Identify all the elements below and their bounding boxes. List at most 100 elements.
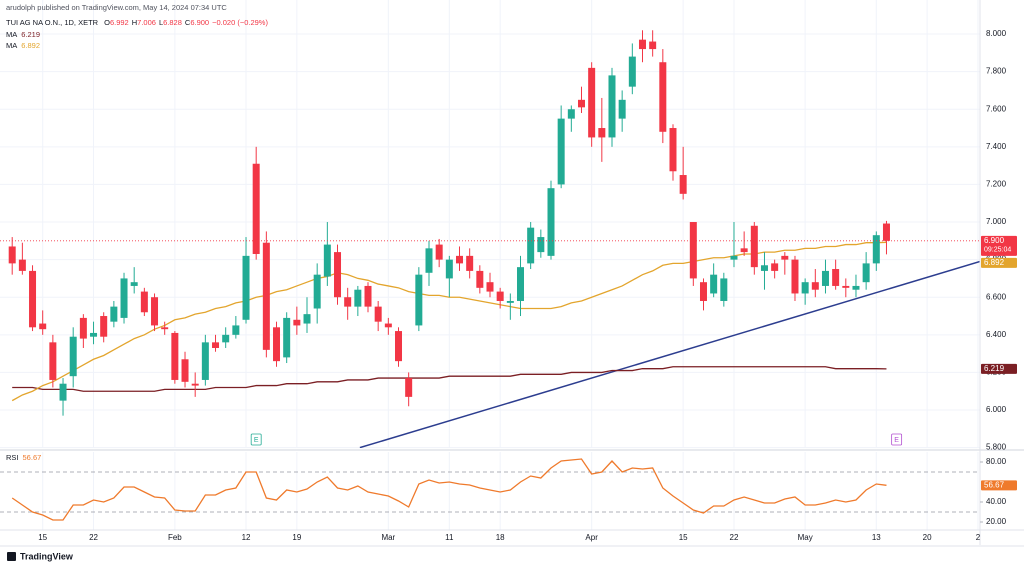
y-tick-label: 7.400 xyxy=(986,142,1007,151)
candle-body xyxy=(720,278,728,301)
rsi-value: 56.67 xyxy=(23,453,42,462)
candle-body xyxy=(222,334,230,343)
candle-body xyxy=(659,62,667,132)
x-tick-label: 19 xyxy=(292,533,301,542)
candle-body xyxy=(323,244,331,277)
candle-body xyxy=(344,297,352,307)
candle-body xyxy=(699,282,707,301)
candle-body xyxy=(364,285,372,307)
rsi-tick-label: 40.00 xyxy=(986,497,1007,506)
candle-body xyxy=(669,128,677,172)
candle-body xyxy=(283,317,291,358)
event-marker xyxy=(250,433,262,446)
candle-body xyxy=(445,259,453,279)
event-label: E xyxy=(894,437,899,444)
ohlc-key: H xyxy=(132,18,137,27)
candle-body xyxy=(608,75,616,138)
candle-body xyxy=(79,317,87,339)
price-pane xyxy=(0,30,980,448)
x-tick-label: 22 xyxy=(89,533,98,542)
candle-body xyxy=(161,327,169,330)
candle-body xyxy=(516,267,524,301)
candle-body xyxy=(496,291,504,301)
price-badge-label: 56.67 xyxy=(984,480,1005,489)
candle-body xyxy=(395,331,403,362)
price-badge xyxy=(981,480,1017,491)
candle-body xyxy=(405,378,413,397)
candle-body xyxy=(39,323,47,330)
candle-body xyxy=(59,383,67,401)
candle-body xyxy=(293,319,301,326)
price-badge-label: 6.219 xyxy=(984,364,1005,373)
candle-body xyxy=(130,282,138,286)
candle-body xyxy=(740,248,748,253)
legend-name: MA xyxy=(6,41,17,50)
candle-body xyxy=(120,278,128,318)
price-badge-label: 6.900 xyxy=(984,236,1005,245)
grid xyxy=(0,0,980,530)
candle-body xyxy=(557,118,565,185)
candle-body xyxy=(842,285,850,288)
event-marker xyxy=(891,433,903,446)
x-tick-label: 22 xyxy=(730,533,739,542)
axes: 8.0007.8007.6007.4007.2007.0006.8006.600… xyxy=(38,29,1017,542)
x-tick-label: 2 xyxy=(976,533,981,542)
y-tick-label: 7.800 xyxy=(986,67,1007,76)
rsi-name: RSI xyxy=(6,453,19,462)
candle-body xyxy=(69,336,77,377)
candle-body xyxy=(638,39,646,50)
x-tick-label: 15 xyxy=(38,533,47,542)
candle-body xyxy=(882,223,890,241)
legend-value: 6.219 xyxy=(21,30,40,39)
candle-body xyxy=(791,259,799,294)
candle-body xyxy=(151,297,159,326)
trendline xyxy=(359,260,980,448)
candle-body xyxy=(689,222,697,279)
x-tick-label: May xyxy=(798,533,813,542)
x-tick-label: 18 xyxy=(496,533,505,542)
candle-body xyxy=(781,255,789,260)
rsi-tick-label: 80.00 xyxy=(986,457,1007,466)
ohlc-key: C xyxy=(185,18,191,27)
candle-body xyxy=(29,270,37,328)
candle-body xyxy=(618,99,626,119)
ohlc-value: 7.006 xyxy=(137,18,156,27)
candle-body xyxy=(303,314,311,324)
x-tick-label: 15 xyxy=(679,533,688,542)
price-change: −0.020 (−0.29%) xyxy=(212,18,268,27)
candle-body xyxy=(273,327,281,362)
candle-body xyxy=(527,227,535,264)
rsi-tick-label: 20.00 xyxy=(986,517,1007,526)
candle-body xyxy=(811,282,819,290)
candle-body xyxy=(49,342,57,380)
candle-body xyxy=(476,270,484,288)
candle-body xyxy=(760,265,768,271)
candle-body xyxy=(679,175,687,194)
candle-body xyxy=(181,359,189,382)
candle-body xyxy=(171,332,179,380)
candle-body xyxy=(456,255,464,264)
y-tick-label: 6.600 xyxy=(986,292,1007,301)
candle-body xyxy=(486,282,494,292)
ohlc-key: L xyxy=(159,18,163,27)
price-badge xyxy=(981,235,1017,256)
legend: arudolph published on TradingView.com, M… xyxy=(6,3,268,462)
candle-body xyxy=(577,99,585,108)
candle-body xyxy=(415,274,423,326)
candle-body xyxy=(374,306,382,322)
x-tick-label: Mar xyxy=(381,533,395,542)
candle-body xyxy=(90,332,98,337)
candle-body xyxy=(872,235,880,264)
candle-body xyxy=(710,274,718,294)
price-badge-label: 6.892 xyxy=(984,258,1005,267)
candle-body xyxy=(821,270,829,286)
candle-body xyxy=(252,163,260,254)
x-tick-label: 20 xyxy=(923,533,932,542)
candle-body xyxy=(547,188,555,256)
candle-body xyxy=(801,282,809,294)
candle-body xyxy=(212,342,220,348)
ohlc-key: O xyxy=(104,18,110,27)
ohlc-value: 6.992 xyxy=(110,18,129,27)
